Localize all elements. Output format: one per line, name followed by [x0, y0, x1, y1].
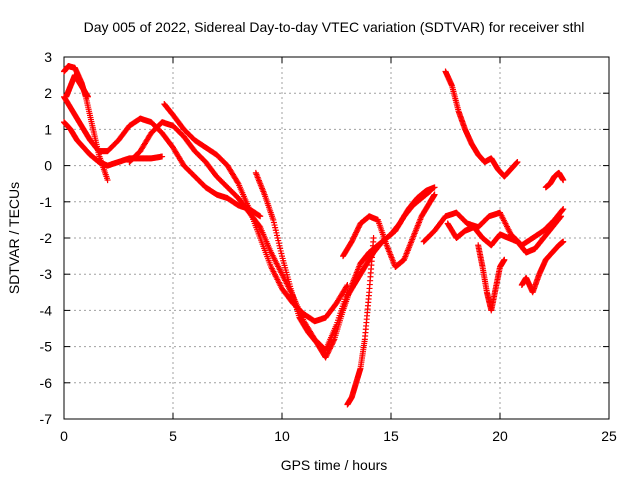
series-track-16 — [542, 169, 567, 191]
data-point — [560, 206, 567, 213]
y-tick-label: -1 — [40, 194, 53, 210]
axis-ticks: 0 5 10 15 20 25 -7 -6 -5 -4 -3 -2 -1 0 1 2 3 — [40, 49, 617, 444]
x-tick-label: 15 — [383, 428, 399, 444]
x-axis-label: GPS time / hours — [281, 457, 388, 473]
x-tick-label: 5 — [169, 428, 177, 444]
series-track-3 — [61, 63, 111, 184]
data-point — [431, 191, 438, 198]
series-track-6 — [161, 101, 351, 325]
y-axis-label: SDTVAR / TECUs — [6, 182, 22, 294]
series-track-15 — [518, 238, 567, 296]
data-point — [84, 93, 91, 100]
series-track-14 — [475, 242, 508, 314]
y-tick-label: -6 — [40, 375, 53, 391]
x-tick-label: 10 — [274, 428, 290, 444]
series-track-13 — [444, 213, 565, 256]
series-track-2 — [61, 93, 264, 220]
data-point — [104, 177, 111, 184]
data-point — [559, 206, 566, 213]
data-point — [560, 238, 567, 245]
data-point — [501, 256, 508, 263]
series-track-10 — [344, 184, 438, 299]
data-point — [514, 158, 521, 165]
data-point — [330, 337, 337, 344]
data-point — [557, 214, 564, 221]
y-tick-label: -5 — [40, 339, 53, 355]
data-point — [431, 184, 438, 191]
y-tick-label: -4 — [40, 302, 53, 318]
x-tick-label: 0 — [60, 428, 68, 444]
series-track-11 — [442, 68, 521, 180]
data-point — [370, 235, 377, 241]
y-tick-label: -3 — [40, 266, 53, 282]
y-tick-label: 2 — [44, 85, 52, 101]
y-tick-label: 0 — [44, 158, 52, 174]
data-point — [560, 177, 567, 184]
y-tick-label: -7 — [40, 411, 53, 427]
series-track-4 — [63, 72, 91, 100]
x-tick-label: 25 — [601, 428, 617, 444]
y-tick-label: 3 — [44, 49, 52, 65]
data-point — [234, 179, 241, 186]
chart-title: Day 005 of 2022, Sidereal Day-to-day VTE… — [84, 19, 585, 35]
data-point — [257, 213, 264, 220]
y-tick-label: -2 — [40, 230, 53, 246]
series-track-9 — [340, 191, 438, 270]
grid-lines — [64, 57, 609, 419]
data-point — [159, 153, 166, 160]
y-tick-label: 1 — [44, 121, 52, 137]
x-tick-label: 20 — [492, 428, 508, 444]
data-point — [558, 213, 565, 220]
data-markers — [61, 63, 567, 408]
